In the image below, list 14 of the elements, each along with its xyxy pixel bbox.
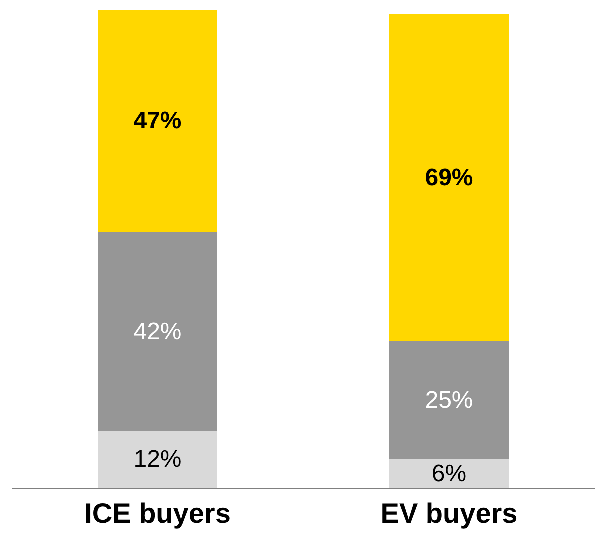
x-tick-label: EV buyers — [380, 498, 518, 530]
data-label: 12% — [134, 446, 182, 474]
x-tick-label: ICE buyers — [84, 498, 231, 530]
bar — [98, 431, 218, 488]
bar — [98, 10, 218, 232]
data-label: 47% — [134, 108, 182, 135]
bar — [389, 14, 510, 342]
data-label: 42% — [134, 318, 182, 346]
data-label: 69% — [425, 164, 474, 192]
bar — [98, 232, 218, 432]
bar — [389, 460, 510, 488]
bar — [389, 341, 510, 460]
data-label: 6% — [432, 460, 467, 488]
data-label: 25% — [425, 386, 474, 414]
